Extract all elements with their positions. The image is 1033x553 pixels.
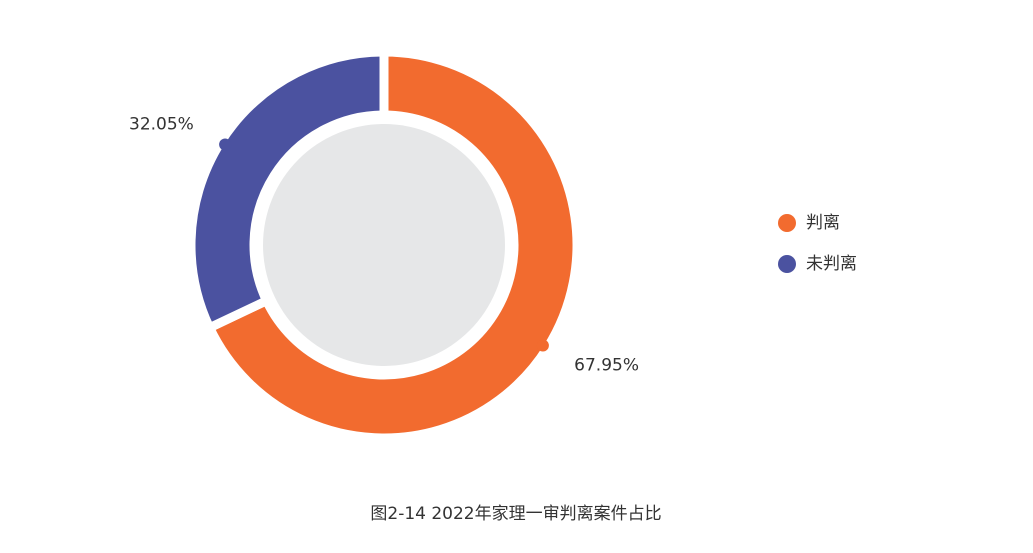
chart-title: 图2-14 2022年家理一审判离案件占比 — [370, 504, 661, 524]
legend-label: 未判离 — [806, 254, 857, 274]
donut-center — [263, 124, 505, 366]
slice-label: 32.05% — [129, 115, 194, 135]
slice-label: 67.95% — [574, 355, 639, 375]
donut-slice — [203, 47, 582, 443]
legend-marker — [778, 214, 796, 232]
legend-marker — [778, 255, 796, 273]
label-dot — [536, 339, 549, 352]
label-dot — [219, 138, 232, 151]
donut-slice — [186, 47, 389, 334]
legend-label: 判离 — [806, 213, 840, 233]
